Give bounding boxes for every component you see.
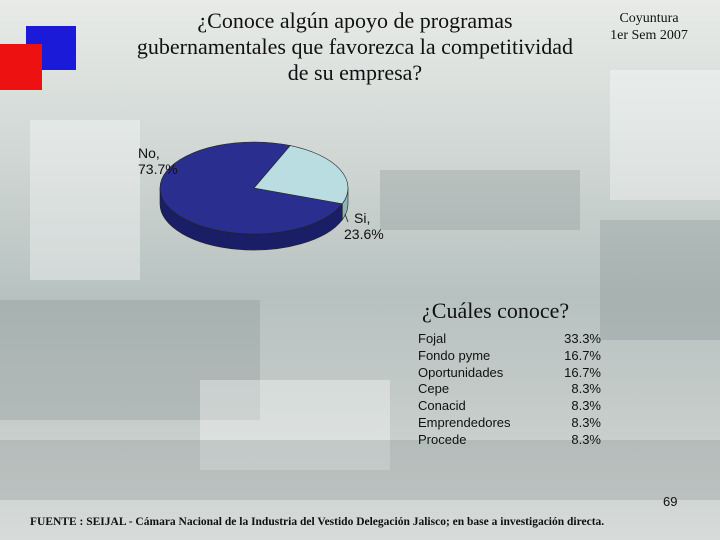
list-item: Oportunidades 16.7% — [418, 365, 601, 382]
programs-subtitle: ¿Cuáles conoce? — [422, 298, 570, 323]
list-item: Conacid 8.3% — [418, 398, 601, 415]
period-label: Coyuntura 1er Sem 2007 — [594, 10, 704, 44]
period-line2: 1er Sem 2007 — [610, 28, 688, 43]
title-line: gubernamentales que favorezca la competi… — [136, 34, 574, 59]
si-label-name: Si, — [354, 210, 371, 226]
program-name: Oportunidades — [418, 364, 504, 380]
pie-label-no: No, 73.7% — [138, 145, 178, 177]
program-name: Emprendedores — [418, 414, 511, 430]
program-name: Conacid — [418, 398, 466, 414]
si-leader-line — [344, 213, 349, 223]
program-pct: 33.3% — [564, 331, 601, 346]
list-item: Cepe 8.3% — [418, 381, 601, 398]
no-label-value: 73.7% — [138, 161, 178, 177]
title-line: de su empresa? — [287, 60, 423, 85]
source-note: FUENTE : SEIJAL - Cámara Nacional de la … — [30, 516, 605, 528]
program-pct: 8.3% — [571, 414, 601, 430]
title-line: ¿Conoce algún apoyo de programas — [197, 8, 513, 33]
program-pct: 8.3% — [571, 398, 601, 414]
list-item: Procede 8.3% — [418, 432, 601, 449]
red-square-decoration — [0, 44, 42, 90]
list-item: Fojal 33.3% — [418, 331, 601, 348]
no-label-name: No, — [138, 145, 160, 161]
si-label-value: 23.6% — [344, 226, 384, 242]
program-pct: 8.3% — [571, 431, 601, 447]
pie-slice-no — [159, 141, 343, 235]
page-number: 69 — [663, 494, 678, 509]
pie-label-si: Si, 23.6% — [344, 210, 384, 242]
program-name: Procede — [418, 431, 467, 447]
program-name: Cepe — [418, 381, 450, 397]
programs-list: Fojal 33.3% Fondo pyme 16.7% Oportunidades… — [418, 331, 601, 449]
pie-top — [159, 141, 349, 235]
program-name: Fojal — [418, 331, 447, 346]
program-pct: 16.7% — [564, 347, 601, 363]
period-line1: Coyuntura — [619, 11, 679, 26]
program-name: Fondo pyme — [418, 347, 491, 363]
program-pct: 16.7% — [564, 364, 601, 380]
list-item: Fondo pyme 16.7% — [418, 348, 601, 365]
pie-slice-si — [253, 145, 349, 205]
page-title: ¿Conoce algún apoyo de programas guberna… — [95, 8, 615, 86]
program-pct: 8.3% — [571, 381, 601, 397]
list-item: Emprendedores 8.3% — [418, 415, 601, 432]
